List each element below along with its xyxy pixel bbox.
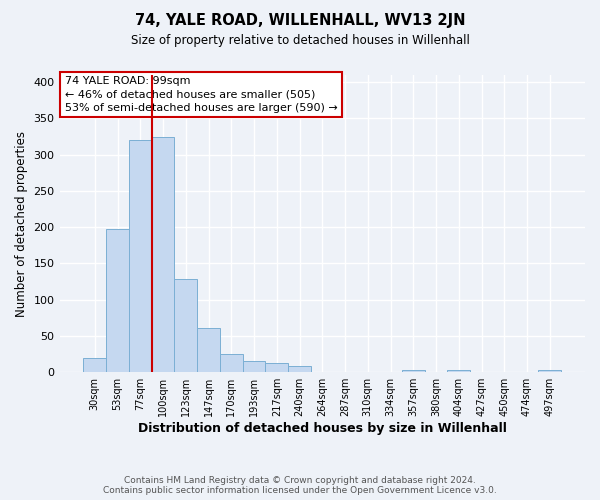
Bar xyxy=(242,360,265,372)
Bar xyxy=(106,228,129,372)
Bar xyxy=(538,370,561,372)
Bar xyxy=(448,370,470,372)
Bar xyxy=(197,328,220,372)
Bar xyxy=(220,354,242,372)
Bar xyxy=(83,358,106,372)
Text: 74, YALE ROAD, WILLENHALL, WV13 2JN: 74, YALE ROAD, WILLENHALL, WV13 2JN xyxy=(135,12,465,28)
Bar xyxy=(175,280,197,372)
Text: Size of property relative to detached houses in Willenhall: Size of property relative to detached ho… xyxy=(131,34,469,47)
X-axis label: Distribution of detached houses by size in Willenhall: Distribution of detached houses by size … xyxy=(138,422,507,435)
Bar xyxy=(265,363,288,372)
Text: Contains HM Land Registry data © Crown copyright and database right 2024.: Contains HM Land Registry data © Crown c… xyxy=(124,476,476,485)
Text: Contains public sector information licensed under the Open Government Licence v3: Contains public sector information licen… xyxy=(103,486,497,495)
Y-axis label: Number of detached properties: Number of detached properties xyxy=(15,130,28,316)
Text: 74 YALE ROAD: 99sqm
← 46% of detached houses are smaller (505)
53% of semi-detac: 74 YALE ROAD: 99sqm ← 46% of detached ho… xyxy=(65,76,338,113)
Bar xyxy=(129,140,152,372)
Bar xyxy=(288,366,311,372)
Bar xyxy=(152,136,175,372)
Bar xyxy=(402,370,425,372)
